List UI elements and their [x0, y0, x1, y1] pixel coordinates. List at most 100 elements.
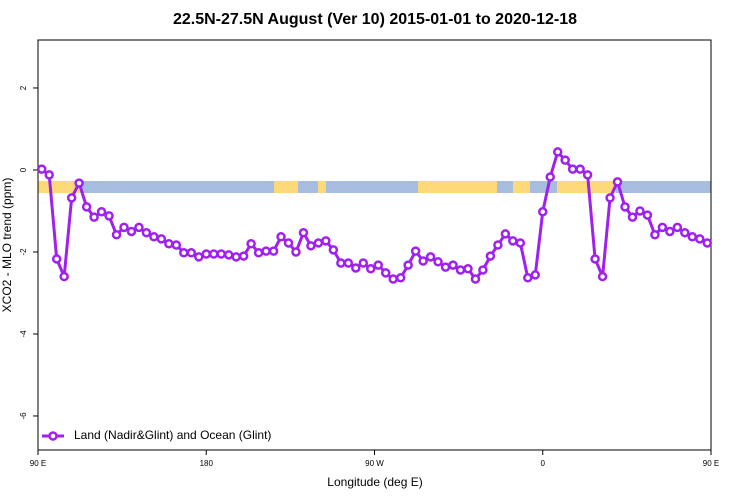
y-tick-label: 0 — [19, 167, 28, 172]
data-point — [702, 238, 713, 248]
data-point — [321, 236, 331, 246]
data-point — [410, 246, 421, 256]
data-point — [665, 226, 675, 237]
data-point — [134, 222, 144, 233]
x-tick-label: 90 E — [703, 459, 719, 468]
data-point — [523, 273, 533, 283]
data-point — [119, 222, 129, 233]
y-tick-label: -6 — [19, 412, 28, 420]
data-point — [276, 232, 286, 242]
data-point — [380, 268, 391, 278]
data-point — [463, 264, 473, 274]
plot-frame — [37, 39, 712, 451]
data-point — [179, 248, 189, 258]
data-point — [208, 249, 219, 259]
data-point — [478, 265, 488, 275]
data-point — [238, 251, 249, 261]
data-point — [597, 271, 608, 282]
data-point — [141, 227, 152, 238]
data-point — [261, 246, 271, 256]
data-point — [298, 227, 309, 238]
data-point — [373, 260, 383, 270]
data-point — [500, 229, 511, 239]
data-point — [508, 236, 518, 246]
data-point — [358, 258, 369, 268]
data-point — [687, 232, 698, 242]
data-point — [657, 222, 668, 233]
x-tick-label: 0 — [541, 459, 546, 468]
data-point — [530, 270, 541, 280]
chart-title: 22.5N-27.5N August (Ver 10) 2015-01-01 t… — [173, 11, 577, 28]
data-point — [89, 212, 99, 222]
data-point — [336, 258, 346, 268]
data-point — [59, 271, 69, 282]
data-point — [283, 238, 294, 248]
data-point — [66, 193, 77, 203]
data-point — [455, 265, 466, 275]
data-point — [590, 254, 600, 264]
data-point — [418, 256, 428, 266]
data-point — [186, 248, 197, 258]
data-point — [328, 245, 339, 255]
data-point — [313, 238, 324, 248]
data-point — [223, 250, 234, 260]
land-ocean-strip — [38, 181, 711, 193]
legend-label: Land (Nadir&Glint) and Ocean (Glint) — [74, 428, 271, 442]
data-point — [433, 257, 443, 267]
data-point — [560, 155, 570, 165]
data-point — [253, 248, 264, 258]
data-point — [216, 249, 226, 259]
x-axis-label: Longitude (deg E) — [327, 475, 422, 489]
data-point — [306, 241, 316, 251]
data-point — [493, 240, 503, 250]
data-point — [680, 227, 690, 238]
data-point — [201, 249, 211, 259]
data-point — [582, 170, 593, 180]
data-point — [351, 263, 361, 273]
data-point — [74, 178, 84, 188]
data-point — [650, 230, 660, 240]
data-point — [545, 172, 555, 182]
data-point — [388, 274, 398, 284]
x-tick-label: 90 E — [30, 459, 46, 468]
data-point — [440, 262, 451, 272]
data-point — [635, 206, 645, 216]
data-point — [695, 234, 705, 244]
data-point — [672, 222, 683, 233]
data-point — [567, 164, 578, 174]
data-point — [403, 260, 413, 270]
y-tick-label: -4 — [19, 330, 28, 338]
y-axis-label: XCO2 - MLO trend (ppm) — [0, 178, 14, 313]
data-point — [366, 264, 376, 274]
data-point — [448, 260, 458, 270]
data-point — [538, 207, 548, 217]
x-tick-label: 180 — [200, 459, 214, 468]
data-point — [642, 210, 653, 220]
data-point — [44, 170, 54, 180]
data-point — [612, 177, 623, 187]
data-point — [291, 247, 301, 257]
data-point — [620, 202, 630, 212]
data-point — [126, 226, 137, 237]
data-point — [194, 252, 204, 262]
data-point — [246, 239, 256, 249]
data-point — [231, 252, 241, 262]
legend-marker — [48, 431, 58, 441]
data-point — [395, 273, 406, 283]
data-point — [156, 234, 167, 244]
data-point — [164, 239, 174, 249]
data-point — [51, 254, 62, 264]
data-point — [111, 230, 122, 240]
data-point — [81, 202, 92, 212]
data-point — [104, 211, 114, 221]
x-tick-label: 90 W — [365, 459, 384, 468]
data-point — [485, 251, 496, 261]
data-point — [425, 252, 436, 262]
data-point — [552, 147, 563, 157]
data-point — [627, 212, 638, 222]
data-point — [149, 232, 159, 242]
y-tick-label: 2 — [19, 85, 28, 90]
data-point — [96, 207, 107, 217]
data-point — [171, 240, 182, 250]
